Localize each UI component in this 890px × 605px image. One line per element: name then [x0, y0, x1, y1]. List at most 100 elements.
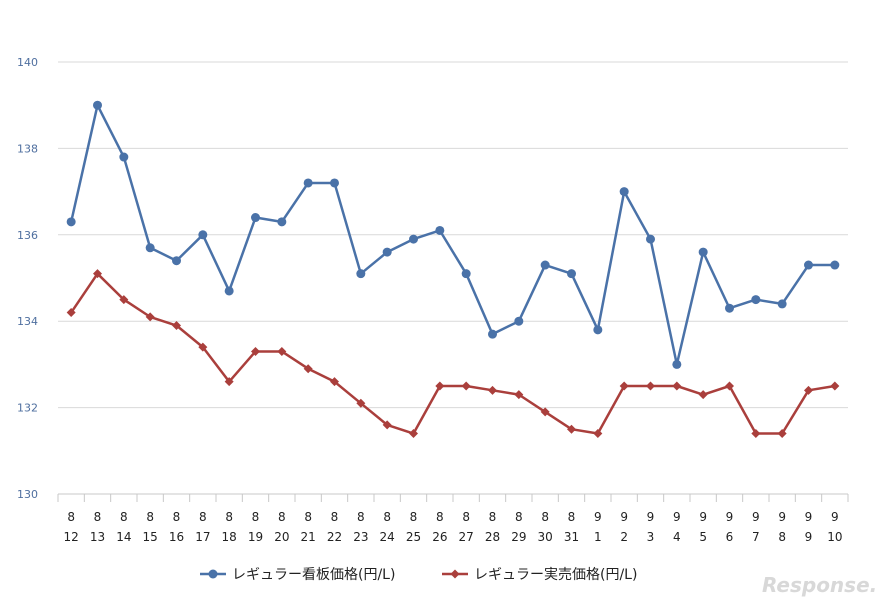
x-tick-day: 21 [301, 530, 316, 544]
data-point [646, 381, 655, 391]
data-point [619, 187, 629, 197]
data-point [672, 381, 682, 391]
x-tick-month: 8 [489, 510, 497, 524]
data-point [804, 385, 813, 395]
data-point [698, 390, 708, 400]
x-tick-day: 30 [538, 530, 553, 544]
x-tick-month: 9 [726, 510, 734, 524]
data-point [277, 346, 287, 356]
x-tick-month: 9 [699, 510, 707, 524]
x-tick-month: 8 [252, 510, 260, 524]
data-point [514, 316, 524, 326]
x-tick-day: 20 [274, 530, 289, 544]
data-point [804, 260, 813, 270]
data-point [514, 390, 524, 400]
x-tick-month: 8 [199, 510, 207, 524]
x-tick-day: 6 [726, 530, 734, 544]
x-tick-day: 1 [594, 530, 602, 544]
x-tick-day: 7 [752, 530, 760, 544]
x-tick-day: 13 [90, 530, 105, 544]
x-tick-day: 10 [827, 530, 842, 544]
x-tick-month: 8 [462, 510, 470, 524]
x-tick-day: 9 [805, 530, 813, 544]
x-tick-day: 15 [143, 530, 158, 544]
data-point [145, 243, 155, 253]
y-tick-label: 130 [17, 488, 38, 501]
x-tick-month: 9 [647, 510, 655, 524]
data-point [251, 346, 260, 356]
data-point [540, 260, 550, 270]
data-point [777, 299, 787, 309]
data-point [751, 429, 761, 439]
x-tick-day: 12 [64, 530, 79, 544]
data-point [672, 359, 682, 369]
data-point [435, 381, 445, 391]
x-tick-month: 8 [515, 510, 523, 524]
x-tick-day: 4 [673, 530, 681, 544]
series-lines [66, 100, 840, 439]
data-point [356, 269, 366, 279]
y-tick-label: 132 [17, 402, 38, 415]
x-tick-month: 9 [620, 510, 628, 524]
data-point [646, 234, 655, 244]
data-point [198, 230, 208, 240]
data-point [435, 225, 445, 235]
y-tick-label: 136 [17, 229, 38, 242]
data-point [303, 364, 313, 374]
data-point [145, 312, 155, 322]
x-tick-day: 2 [620, 530, 628, 544]
x-tick-day: 23 [353, 530, 368, 544]
x-tick-day: 27 [459, 530, 474, 544]
x-tick-month: 9 [805, 510, 813, 524]
legend-label-0: レギュラー看板価格(円/L) [232, 567, 395, 583]
x-tick-month: 8 [568, 510, 576, 524]
x-tick-month: 8 [225, 510, 233, 524]
data-point [224, 377, 234, 387]
data-point [277, 217, 287, 227]
legend-marker-circle [208, 569, 218, 579]
data-point [830, 260, 840, 270]
x-tick-month: 8 [410, 510, 418, 524]
data-point [251, 213, 260, 223]
data-point [93, 100, 102, 110]
data-point [725, 381, 734, 391]
data-point [172, 256, 181, 266]
data-point [66, 308, 76, 318]
data-point [461, 381, 471, 391]
x-tick-month: 8 [383, 510, 391, 524]
x-tick-month: 8 [436, 510, 444, 524]
x-tick-day: 18 [222, 530, 237, 544]
x-tick-month: 8 [146, 510, 154, 524]
x-tick-day: 19 [248, 530, 263, 544]
x-tick-month: 8 [120, 510, 128, 524]
x-tick-day: 24 [380, 530, 395, 544]
x-tick-day: 25 [406, 530, 421, 544]
x-tick-day: 17 [195, 530, 210, 544]
gridlines [58, 61, 848, 409]
x-tick-month: 9 [594, 510, 602, 524]
x-axis: 8128138148158168178188198208218228238248… [57, 493, 849, 544]
legend: レギュラー看板価格(円/L) レギュラー実売価格(円/L) [200, 567, 637, 583]
data-point [830, 381, 840, 391]
y-tick-label: 140 [17, 56, 38, 69]
x-tick-month: 8 [304, 510, 312, 524]
y-tick-label: 138 [17, 142, 38, 155]
x-tick-month: 8 [357, 510, 365, 524]
data-point [488, 385, 497, 395]
data-point [698, 247, 708, 257]
x-tick-month: 8 [541, 510, 549, 524]
data-point [93, 269, 102, 279]
series-line-0 [69, 103, 835, 366]
y-tick-label: 134 [17, 315, 38, 328]
x-tick-day: 22 [327, 530, 342, 544]
x-tick-day: 28 [485, 530, 500, 544]
data-point [303, 178, 313, 188]
data-point [619, 381, 629, 391]
data-point [198, 342, 208, 352]
data-point [409, 429, 418, 439]
legend-label-1: レギュラー実売価格(円/L) [474, 567, 637, 583]
data-point [777, 429, 787, 439]
data-point [382, 247, 392, 257]
data-point [356, 398, 366, 408]
x-tick-month: 8 [94, 510, 102, 524]
